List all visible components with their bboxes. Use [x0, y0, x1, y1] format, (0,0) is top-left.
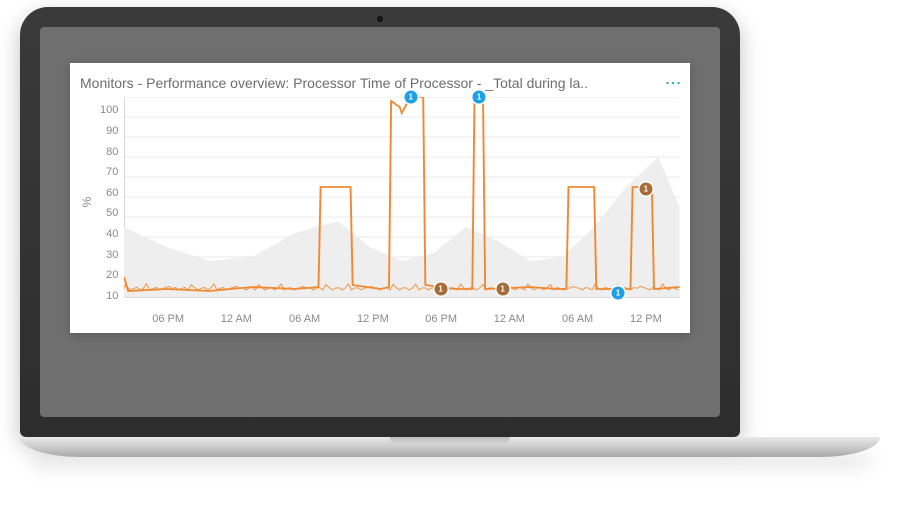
- event-marker[interactable]: 1: [612, 287, 625, 300]
- y-tick: 40: [106, 228, 118, 240]
- more-options-icon[interactable]: ⋮: [664, 75, 680, 91]
- event-marker[interactable]: 1: [434, 283, 447, 296]
- event-marker[interactable]: 1: [473, 91, 486, 104]
- x-tick: 12 AM: [202, 313, 270, 325]
- y-tick: 50: [106, 207, 118, 219]
- laptop-base: [20, 437, 880, 457]
- event-marker[interactable]: 1: [496, 283, 509, 296]
- chart-svg: [124, 97, 680, 307]
- y-axis-ticks: 100 90 80 70 60 50 40 30 20 10: [100, 102, 118, 302]
- chart-plot-area: 111111: [124, 97, 680, 307]
- laptop-screen: Monitors - Performance overview: Process…: [40, 27, 720, 417]
- laptop-notch: [390, 437, 510, 445]
- card-title: Monitors - Performance overview: Process…: [80, 75, 658, 91]
- x-axis-ticks: 06 PM12 AM06 AM12 PM06 PM12 AM06 AM12 PM: [134, 313, 680, 325]
- x-tick: 06 AM: [544, 313, 612, 325]
- chart-body: % 100908070605040302010 111111: [80, 97, 680, 307]
- y-tick: 90: [106, 125, 118, 137]
- y-axis-label: %: [80, 195, 94, 209]
- chart-card: Monitors - Performance overview: Process…: [70, 63, 690, 333]
- event-marker[interactable]: 1: [639, 183, 652, 196]
- x-tick: 12 PM: [612, 313, 680, 325]
- x-tick: 06 PM: [134, 313, 202, 325]
- card-header: Monitors - Performance overview: Process…: [80, 75, 680, 91]
- y-tick: 60: [106, 187, 118, 199]
- laptop-mockup: Monitors - Performance overview: Process…: [20, 7, 880, 457]
- y-tick: 30: [106, 249, 118, 261]
- y-tick: 20: [106, 269, 118, 281]
- x-tick: 12 AM: [475, 313, 543, 325]
- x-tick: 06 AM: [271, 313, 339, 325]
- laptop-screen-bezel: Monitors - Performance overview: Process…: [20, 7, 740, 437]
- camera-dot: [377, 16, 383, 22]
- y-tick: 10: [106, 290, 118, 302]
- y-tick: 100: [100, 104, 118, 116]
- y-tick: 70: [106, 166, 118, 178]
- event-marker[interactable]: 1: [404, 91, 417, 104]
- y-tick: 80: [106, 146, 118, 158]
- x-tick: 06 PM: [407, 313, 475, 325]
- x-tick: 12 PM: [339, 313, 407, 325]
